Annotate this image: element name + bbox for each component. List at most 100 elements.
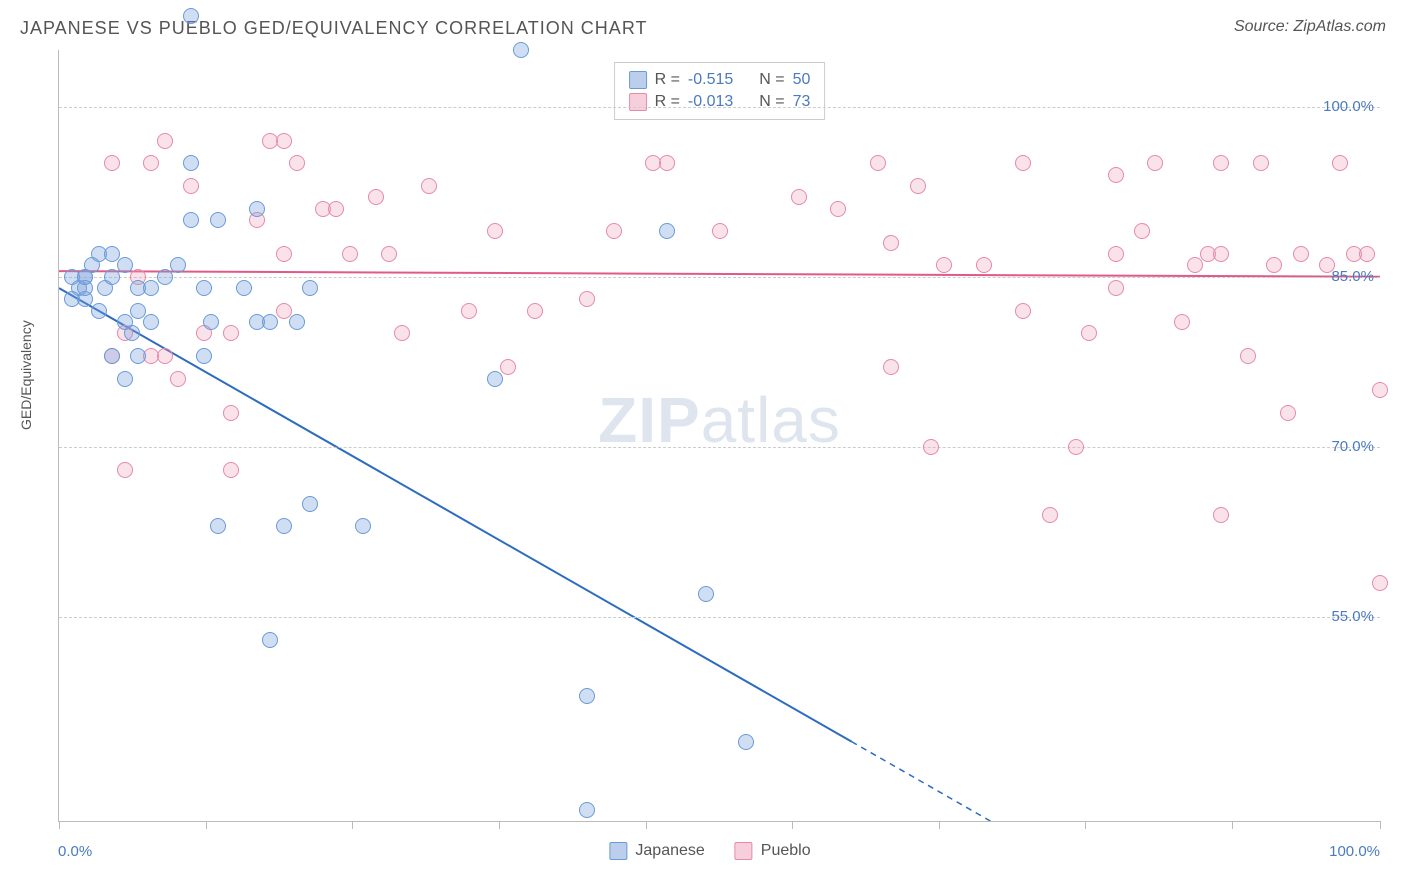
data-point xyxy=(196,348,212,364)
x-tick xyxy=(792,821,793,829)
data-point xyxy=(1293,246,1309,262)
data-point xyxy=(124,325,140,341)
chart-title: JAPANESE VS PUEBLO GED/EQUIVALENCY CORRE… xyxy=(20,18,647,39)
gridline-h xyxy=(59,617,1380,618)
data-point xyxy=(738,734,754,750)
legend-label-japanese: Japanese xyxy=(635,842,704,860)
data-point xyxy=(210,212,226,228)
data-point xyxy=(157,133,173,149)
data-point xyxy=(183,212,199,228)
data-point xyxy=(381,246,397,262)
data-point xyxy=(1147,155,1163,171)
y-axis-label: GED/Equivalency xyxy=(18,320,34,430)
n-value-japanese: 50 xyxy=(793,71,811,89)
data-point xyxy=(883,359,899,375)
data-point xyxy=(368,189,384,205)
r-label: R = xyxy=(655,93,680,111)
x-axis-max-label: 100.0% xyxy=(1329,843,1380,860)
data-point xyxy=(262,632,278,648)
data-point xyxy=(117,462,133,478)
data-point xyxy=(923,439,939,455)
data-point xyxy=(606,223,622,239)
data-point xyxy=(1213,155,1229,171)
data-point xyxy=(1108,246,1124,262)
correlation-legend: R = -0.515 N = 50 R = -0.013 N = 73 xyxy=(614,62,826,120)
data-point xyxy=(1187,257,1203,273)
swatch-japanese-icon xyxy=(609,842,627,860)
data-point xyxy=(104,155,120,171)
data-point xyxy=(342,246,358,262)
data-point xyxy=(223,462,239,478)
data-point xyxy=(203,314,219,330)
data-point xyxy=(698,586,714,602)
data-point xyxy=(976,257,992,273)
data-point xyxy=(527,303,543,319)
legend-row-pueblo: R = -0.013 N = 73 xyxy=(629,91,811,113)
data-point xyxy=(1266,257,1282,273)
data-point xyxy=(276,518,292,534)
n-value-pueblo: 73 xyxy=(793,93,811,111)
data-point xyxy=(223,325,239,341)
data-point xyxy=(183,155,199,171)
data-point xyxy=(328,201,344,217)
data-point xyxy=(143,280,159,296)
data-point xyxy=(170,371,186,387)
data-point xyxy=(1213,246,1229,262)
data-point xyxy=(157,348,173,364)
data-point xyxy=(1359,246,1375,262)
data-point xyxy=(236,280,252,296)
source-attribution: Source: ZipAtlas.com xyxy=(1234,18,1386,36)
data-point xyxy=(223,405,239,421)
data-point xyxy=(210,518,226,534)
data-point xyxy=(91,303,107,319)
data-point xyxy=(461,303,477,319)
data-point xyxy=(870,155,886,171)
data-point xyxy=(1081,325,1097,341)
data-point xyxy=(196,280,212,296)
data-point xyxy=(117,257,133,273)
data-point xyxy=(276,246,292,262)
data-point xyxy=(1280,405,1296,421)
r-label: R = xyxy=(655,71,680,89)
legend-label-pueblo: Pueblo xyxy=(761,842,811,860)
data-point xyxy=(1068,439,1084,455)
data-point xyxy=(1174,314,1190,330)
y-tick-label: 55.0% xyxy=(1331,608,1374,625)
data-point xyxy=(276,133,292,149)
x-tick xyxy=(1232,821,1233,829)
plot-area: ZIPatlas R = -0.515 N = 50 R = -0.013 N … xyxy=(58,50,1380,822)
gridline-h xyxy=(59,277,1380,278)
data-point xyxy=(659,155,675,171)
x-tick xyxy=(1380,821,1381,829)
data-point xyxy=(1240,348,1256,364)
data-point xyxy=(659,223,675,239)
data-point xyxy=(579,291,595,307)
chart-container: ZIPatlas R = -0.515 N = 50 R = -0.013 N … xyxy=(40,50,1380,860)
y-tick-label: 100.0% xyxy=(1323,98,1374,115)
data-point xyxy=(1332,155,1348,171)
data-point xyxy=(513,42,529,58)
data-point xyxy=(77,269,93,285)
y-tick-label: 85.0% xyxy=(1331,268,1374,285)
data-point xyxy=(143,155,159,171)
data-point xyxy=(249,201,265,217)
data-point xyxy=(183,8,199,24)
y-tick-label: 70.0% xyxy=(1331,438,1374,455)
data-point xyxy=(130,303,146,319)
data-point xyxy=(579,802,595,818)
data-point xyxy=(130,348,146,364)
data-point xyxy=(487,371,503,387)
data-point xyxy=(500,359,516,375)
data-point xyxy=(1108,167,1124,183)
data-point xyxy=(104,246,120,262)
legend-row-japanese: R = -0.515 N = 50 xyxy=(629,69,811,91)
data-point xyxy=(170,257,186,273)
data-point xyxy=(289,155,305,171)
data-point xyxy=(791,189,807,205)
series-legend: Japanese Pueblo xyxy=(609,842,810,860)
data-point xyxy=(104,269,120,285)
x-tick xyxy=(352,821,353,829)
data-point xyxy=(1134,223,1150,239)
data-point xyxy=(830,201,846,217)
data-point xyxy=(157,269,173,285)
